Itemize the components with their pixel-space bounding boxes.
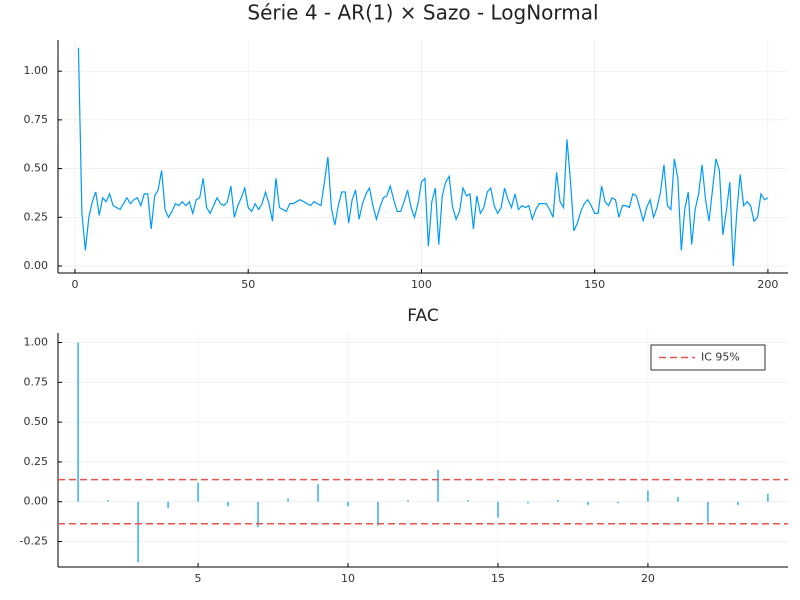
data-line (77, 47, 769, 267)
y-tick-label: 0.25 (24, 455, 49, 468)
x-tick-label: 0 (71, 278, 78, 291)
y-tick-label: 0.00 (24, 259, 49, 272)
y-tick-label: -0.25 (20, 535, 48, 548)
y-tick-label: 1.00 (24, 64, 49, 77)
y-tick-label: 0.75 (24, 113, 49, 126)
legend-label: IC 95% (701, 351, 740, 364)
x-tick-label: 100 (411, 278, 432, 291)
x-tick-label: 10 (341, 572, 355, 585)
y-tick-label: 0.25 (24, 210, 49, 223)
x-tick-label: 15 (491, 572, 505, 585)
y-tick-label: 0.50 (24, 162, 49, 175)
y-tick-label: 0.00 (24, 495, 49, 508)
x-tick-label: 150 (584, 278, 605, 291)
y-tick-label: 1.00 (24, 336, 49, 349)
legend: IC 95% (650, 344, 766, 371)
chart-title: FAC (407, 306, 438, 326)
y-tick-label: 0.50 (24, 415, 49, 428)
y-tick-label: 0.75 (24, 375, 49, 388)
x-tick-label: 5 (195, 572, 202, 585)
x-tick-label: 20 (641, 572, 655, 585)
x-tick-label: 200 (757, 278, 778, 291)
chart-title: Série 4 - AR(1) × Sazo - LogNormal (247, 1, 598, 25)
x-tick-label: 50 (241, 278, 255, 291)
